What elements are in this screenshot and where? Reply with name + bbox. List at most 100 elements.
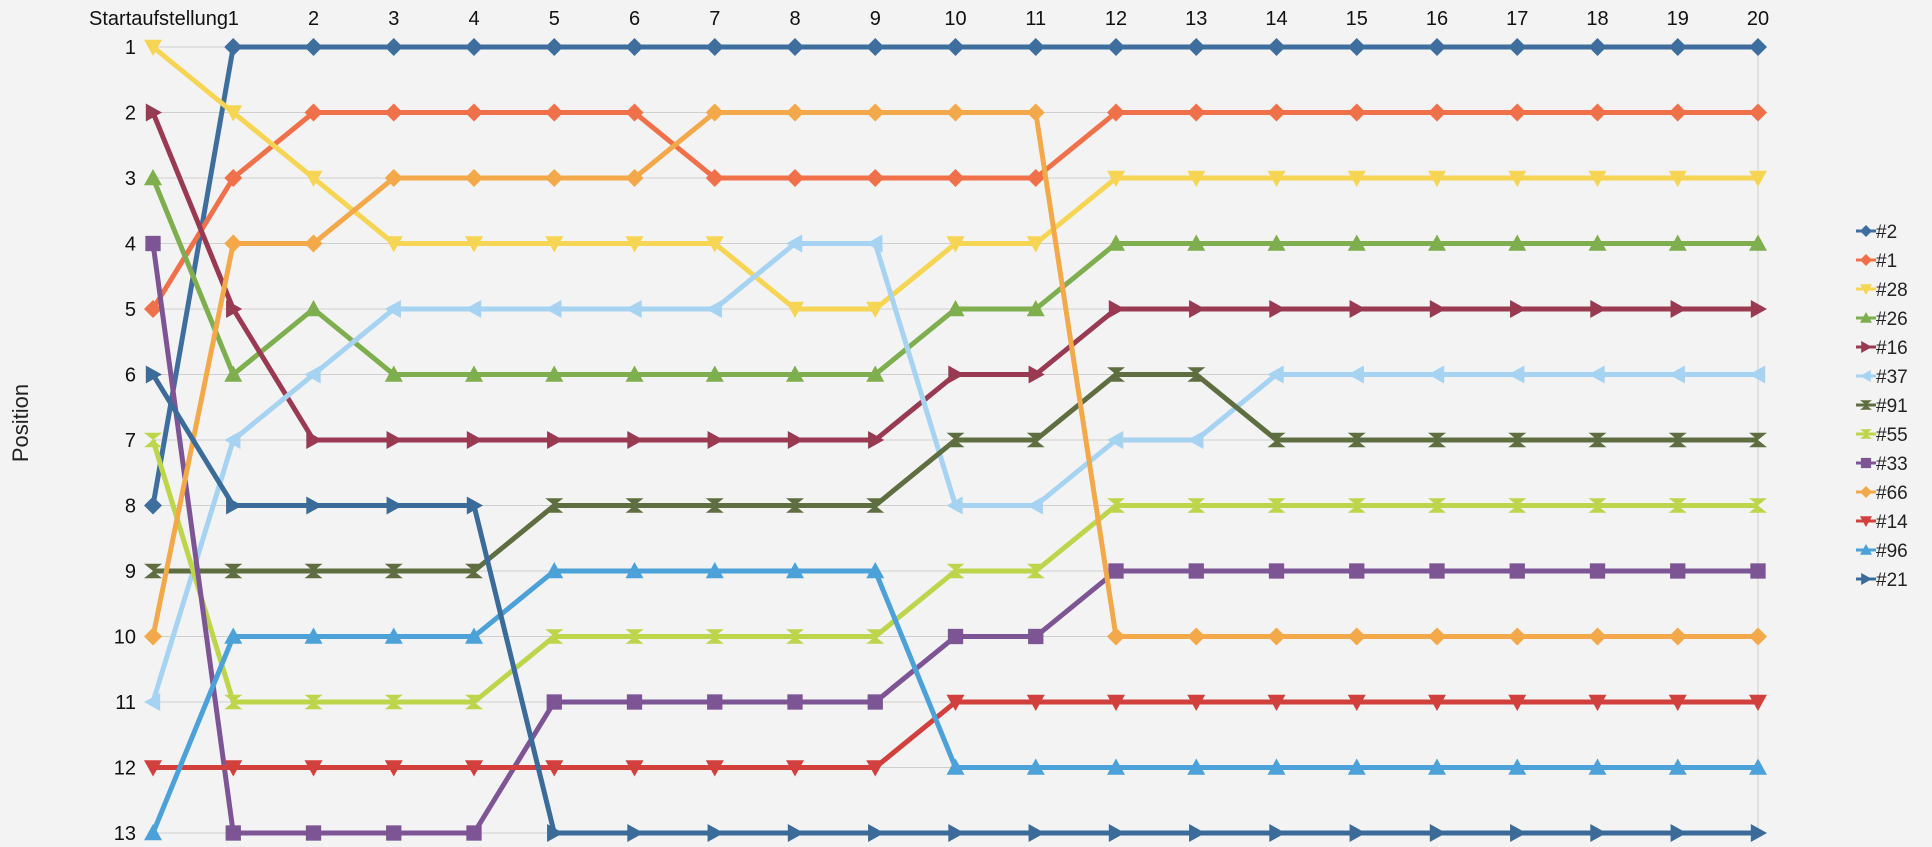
data-point <box>1107 170 1125 187</box>
data-point <box>946 694 965 711</box>
data-point <box>224 563 243 579</box>
data-point <box>1107 38 1125 56</box>
x-tick-label: 3 <box>388 8 399 30</box>
data-point <box>1588 758 1607 775</box>
data-point <box>866 234 883 253</box>
x-tick-label: 2 <box>308 8 319 30</box>
data-point <box>226 496 243 515</box>
data-point <box>1510 300 1527 318</box>
data-point <box>705 103 724 122</box>
data-point <box>1428 627 1446 646</box>
legend-label: #96 <box>1876 541 1908 562</box>
data-point <box>707 431 724 449</box>
data-point <box>946 563 965 579</box>
data-point <box>1028 628 1044 645</box>
data-point <box>1026 38 1045 56</box>
data-point <box>787 431 804 449</box>
data-point <box>1187 498 1206 513</box>
data-point <box>625 760 644 777</box>
data-point <box>1670 300 1687 318</box>
data-point <box>625 562 644 579</box>
data-point <box>1349 563 1365 579</box>
data-point <box>1428 38 1446 56</box>
data-point <box>1187 103 1206 122</box>
data-point <box>627 824 644 842</box>
data-point <box>1860 254 1872 266</box>
x-tick-label: 7 <box>709 8 720 30</box>
legend-item: #21 <box>1856 570 1908 591</box>
data-point <box>1861 573 1872 585</box>
data-point <box>705 169 724 187</box>
x-tick-label: 4 <box>468 8 479 30</box>
data-point <box>1590 824 1607 842</box>
data-point <box>1429 824 1446 842</box>
data-point <box>145 103 162 122</box>
data-point <box>465 627 483 644</box>
x-tick-label: 14 <box>1265 8 1287 30</box>
y-tick-label: 8 <box>125 496 136 518</box>
data-point <box>1428 365 1445 384</box>
data-point <box>304 627 323 644</box>
data-point <box>1428 432 1446 448</box>
data-point <box>1026 300 1045 317</box>
data-point <box>144 824 162 841</box>
series-car-26 <box>144 169 1767 382</box>
data-point <box>1268 563 1285 579</box>
data-point <box>705 562 724 579</box>
data-point <box>466 496 483 515</box>
data-point <box>224 105 243 122</box>
x-tick-label: 17 <box>1506 8 1528 30</box>
data-point <box>224 365 243 382</box>
data-point <box>1026 432 1045 448</box>
data-point <box>144 627 162 646</box>
data-point <box>304 300 323 317</box>
data-point <box>1860 429 1872 439</box>
data-point <box>1860 516 1872 527</box>
data-point <box>1508 38 1527 56</box>
data-point <box>705 498 724 513</box>
data-point <box>545 498 564 513</box>
series-line <box>150 439 1758 705</box>
data-point <box>1588 103 1607 122</box>
data-point <box>946 38 965 56</box>
data-point <box>866 365 885 382</box>
data-point <box>1668 432 1687 448</box>
y-tick-label: 12 <box>114 758 136 780</box>
data-point <box>224 431 241 449</box>
legend-label: #91 <box>1876 396 1908 417</box>
y-tick-label: 6 <box>125 365 136 387</box>
data-point <box>625 498 644 513</box>
data-point <box>1347 758 1366 775</box>
data-point <box>1347 234 1366 251</box>
series-line <box>153 372 1758 574</box>
series-car-2 <box>144 38 1767 515</box>
x-tick-label: 15 <box>1346 8 1368 30</box>
data-point <box>1188 563 1204 579</box>
data-point <box>144 563 162 579</box>
data-point <box>786 562 804 579</box>
y-tick-label: 10 <box>114 627 136 649</box>
data-point <box>545 760 564 777</box>
data-point <box>786 38 804 56</box>
data-point <box>786 498 804 513</box>
data-point <box>386 496 403 515</box>
data-point <box>1267 234 1286 251</box>
data-point <box>707 694 723 710</box>
data-point <box>1428 498 1446 513</box>
series-car-91 <box>144 367 1767 579</box>
legend-label: #14 <box>1876 512 1908 533</box>
data-point <box>625 38 644 56</box>
data-point <box>1588 694 1607 711</box>
data-point <box>224 694 243 710</box>
data-point <box>866 562 885 579</box>
legend-item: #55 <box>1856 425 1908 446</box>
data-point <box>144 39 162 56</box>
data-point <box>1189 300 1206 318</box>
x-tick-label: 16 <box>1426 8 1448 30</box>
data-point <box>465 103 483 122</box>
data-point <box>1267 38 1286 56</box>
x-tick-label: 13 <box>1185 8 1207 30</box>
data-point <box>465 38 483 56</box>
legend-item: #26 <box>1856 309 1908 330</box>
x-tick-label: Startaufstellung <box>89 8 228 30</box>
